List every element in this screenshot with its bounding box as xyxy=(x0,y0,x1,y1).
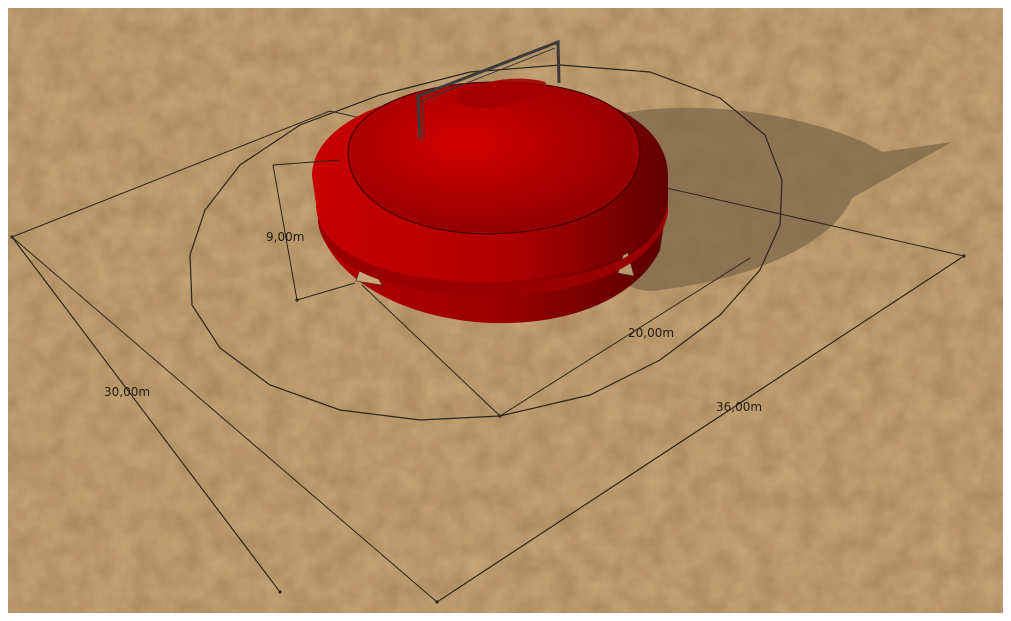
depth-dimension-label: 30,00m xyxy=(104,385,150,399)
depth-dimension-line xyxy=(11,236,281,593)
width-dimension-line xyxy=(436,255,965,603)
diameter-dimension-label: 20,00m xyxy=(628,326,674,340)
ground-circle xyxy=(189,64,783,421)
diameter-dimension xyxy=(361,257,751,417)
dimension-ticks xyxy=(10,235,966,604)
height-dimension-label: 9,00m xyxy=(266,230,304,244)
tent-roof-ridge xyxy=(455,78,547,108)
height-dimension xyxy=(272,159,356,301)
truss-frame xyxy=(415,39,561,140)
width-dimension-label: 36,00m xyxy=(716,400,762,414)
tent-roof-top xyxy=(347,81,641,235)
tent-shadow xyxy=(598,107,952,291)
